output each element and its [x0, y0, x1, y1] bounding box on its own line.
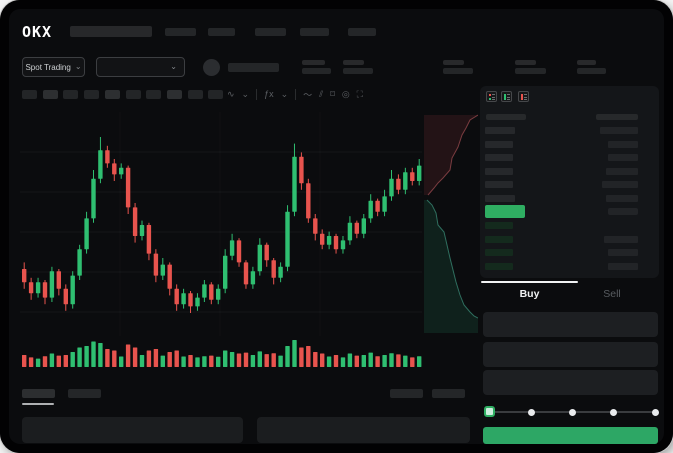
amount-input-placeholder[interactable] — [483, 342, 658, 367]
timeframe-button-placeholder[interactable] — [22, 90, 37, 99]
stat-value-placeholder — [443, 68, 473, 74]
nav-item-placeholder[interactable] — [208, 28, 235, 36]
bottom-action-placeholder[interactable] — [432, 389, 465, 398]
timeframe-button-placeholder[interactable] — [125, 90, 141, 99]
depth-chart — [424, 112, 478, 333]
tab-buy[interactable]: Buy — [519, 288, 540, 300]
chart-type-chevron-icon[interactable]: ⌄ — [241, 88, 250, 99]
bid-price-placeholder — [485, 249, 513, 256]
slider-stop-dot[interactable] — [569, 409, 576, 416]
last-price-amount-placeholder — [608, 208, 638, 215]
stat-value-placeholder — [302, 68, 331, 74]
bid-price-placeholder — [485, 235, 513, 243]
bottom-tab-underline — [22, 403, 54, 405]
nav-item-placeholder[interactable] — [255, 28, 286, 36]
price-input-placeholder[interactable] — [483, 312, 658, 337]
header-ticker-placeholder[interactable] — [70, 26, 152, 37]
chevron-down-icon: ⌄ — [74, 62, 82, 71]
chart-toolbar-icons: ∿ ⌄ ƒx ⌄ 〜 ⫽ ⌑ ◎ ⛶ — [227, 87, 363, 101]
slider-stop-dot[interactable] — [651, 409, 659, 416]
bid-amount-placeholder — [604, 235, 638, 243]
ask-price-placeholder — [485, 194, 515, 202]
stat-value-placeholder — [577, 68, 606, 74]
volume-pane — [20, 340, 422, 367]
active-tab-underline — [481, 281, 578, 283]
market-type-dropdown[interactable]: Spot Trading ⌄ — [22, 57, 85, 77]
ask-price-placeholder — [485, 167, 513, 175]
timeframe-button-placeholder[interactable] — [208, 90, 224, 99]
nav-item-placeholder[interactable] — [300, 28, 329, 36]
ask-price-placeholder — [485, 127, 515, 134]
slider-handle[interactable] — [484, 406, 495, 417]
book-amount-header-placeholder — [596, 114, 638, 120]
fullscreen-icon[interactable]: ⛶ — [356, 88, 363, 99]
book-bids-view-icon[interactable] — [501, 91, 512, 102]
toolbar-divider — [295, 88, 297, 100]
buy-submit-button[interactable] — [483, 427, 658, 444]
stat-label-placeholder — [302, 60, 325, 65]
ask-price-placeholder — [485, 140, 513, 148]
indicators-icon[interactable]: ƒx — [264, 89, 274, 99]
market-type-label: Spot Trading — [25, 62, 71, 72]
bid-price-placeholder — [485, 222, 513, 229]
orders-panel-placeholder — [257, 417, 470, 443]
tab-sell[interactable]: Sell — [603, 288, 621, 300]
stat-value-placeholder — [343, 68, 373, 74]
book-asks-view-icon[interactable] — [518, 91, 529, 102]
okx-logo[interactable]: OKX — [22, 23, 53, 41]
nav-item-placeholder[interactable] — [165, 28, 196, 36]
bottom-action-placeholder[interactable] — [390, 389, 423, 398]
order-book-bids[interactable] — [485, 222, 638, 276]
stat-label-placeholder — [577, 60, 596, 65]
ask-amount-placeholder — [600, 127, 638, 134]
settings-icon[interactable]: ◎ — [341, 88, 350, 99]
line-tool-icon[interactable]: 〜 — [303, 89, 313, 100]
pair-name-placeholder — [228, 63, 279, 72]
bid-price-placeholder — [485, 262, 513, 270]
total-input-placeholder[interactable] — [483, 370, 658, 395]
ask-amount-placeholder — [606, 167, 638, 175]
stat-label-placeholder — [443, 60, 464, 65]
timeframe-button-placeholder[interactable] — [166, 90, 182, 99]
indicators-chevron-icon[interactable]: ⌄ — [280, 88, 289, 99]
order-book-asks[interactable] — [485, 127, 638, 208]
bid-amount-placeholder — [608, 249, 638, 256]
pair-selector-dropdown[interactable]: ⌄ — [96, 57, 185, 77]
nav-item-placeholder[interactable] — [348, 28, 376, 36]
camera-icon[interactable]: ⌑ — [330, 88, 335, 99]
candlestick-chart[interactable] — [20, 112, 422, 336]
timeframe-button-placeholder[interactable] — [146, 90, 162, 99]
ask-price-placeholder — [485, 154, 513, 161]
stat-label-placeholder — [515, 60, 536, 65]
drawing-tools-icon[interactable]: ⫽ — [319, 88, 324, 99]
chevron-down-icon: ⌄ — [170, 62, 177, 71]
timeframe-button-placeholder[interactable] — [42, 90, 58, 99]
chart-type-icon[interactable]: ∿ — [227, 88, 235, 99]
slider-stop-dot[interactable] — [610, 409, 618, 416]
bottom-tab-placeholder[interactable] — [22, 389, 55, 398]
timeframe-button-placeholder[interactable] — [84, 90, 100, 99]
orders-panel-placeholder — [22, 417, 243, 443]
slider-stop-dot[interactable] — [527, 409, 535, 416]
stat-label-placeholder — [343, 60, 364, 65]
bottom-tab-placeholder[interactable] — [68, 389, 101, 398]
timeframe-button-placeholder[interactable] — [63, 90, 79, 99]
ask-price-placeholder — [485, 181, 513, 188]
ask-amount-placeholder — [602, 181, 638, 188]
ask-amount-placeholder — [608, 154, 638, 161]
toolbar-divider — [256, 88, 258, 100]
book-combined-view-icon[interactable] — [486, 91, 497, 102]
stat-value-placeholder — [515, 68, 546, 74]
ask-amount-placeholder — [608, 140, 638, 148]
book-price-header-placeholder — [486, 114, 526, 120]
timeframe-button-placeholder[interactable] — [104, 90, 120, 99]
ask-amount-placeholder — [606, 194, 638, 202]
timeframe-button-placeholder[interactable] — [187, 90, 203, 99]
bid-amount-placeholder — [608, 262, 638, 270]
last-price-bar[interactable] — [485, 205, 525, 218]
pair-avatar[interactable] — [203, 59, 220, 76]
